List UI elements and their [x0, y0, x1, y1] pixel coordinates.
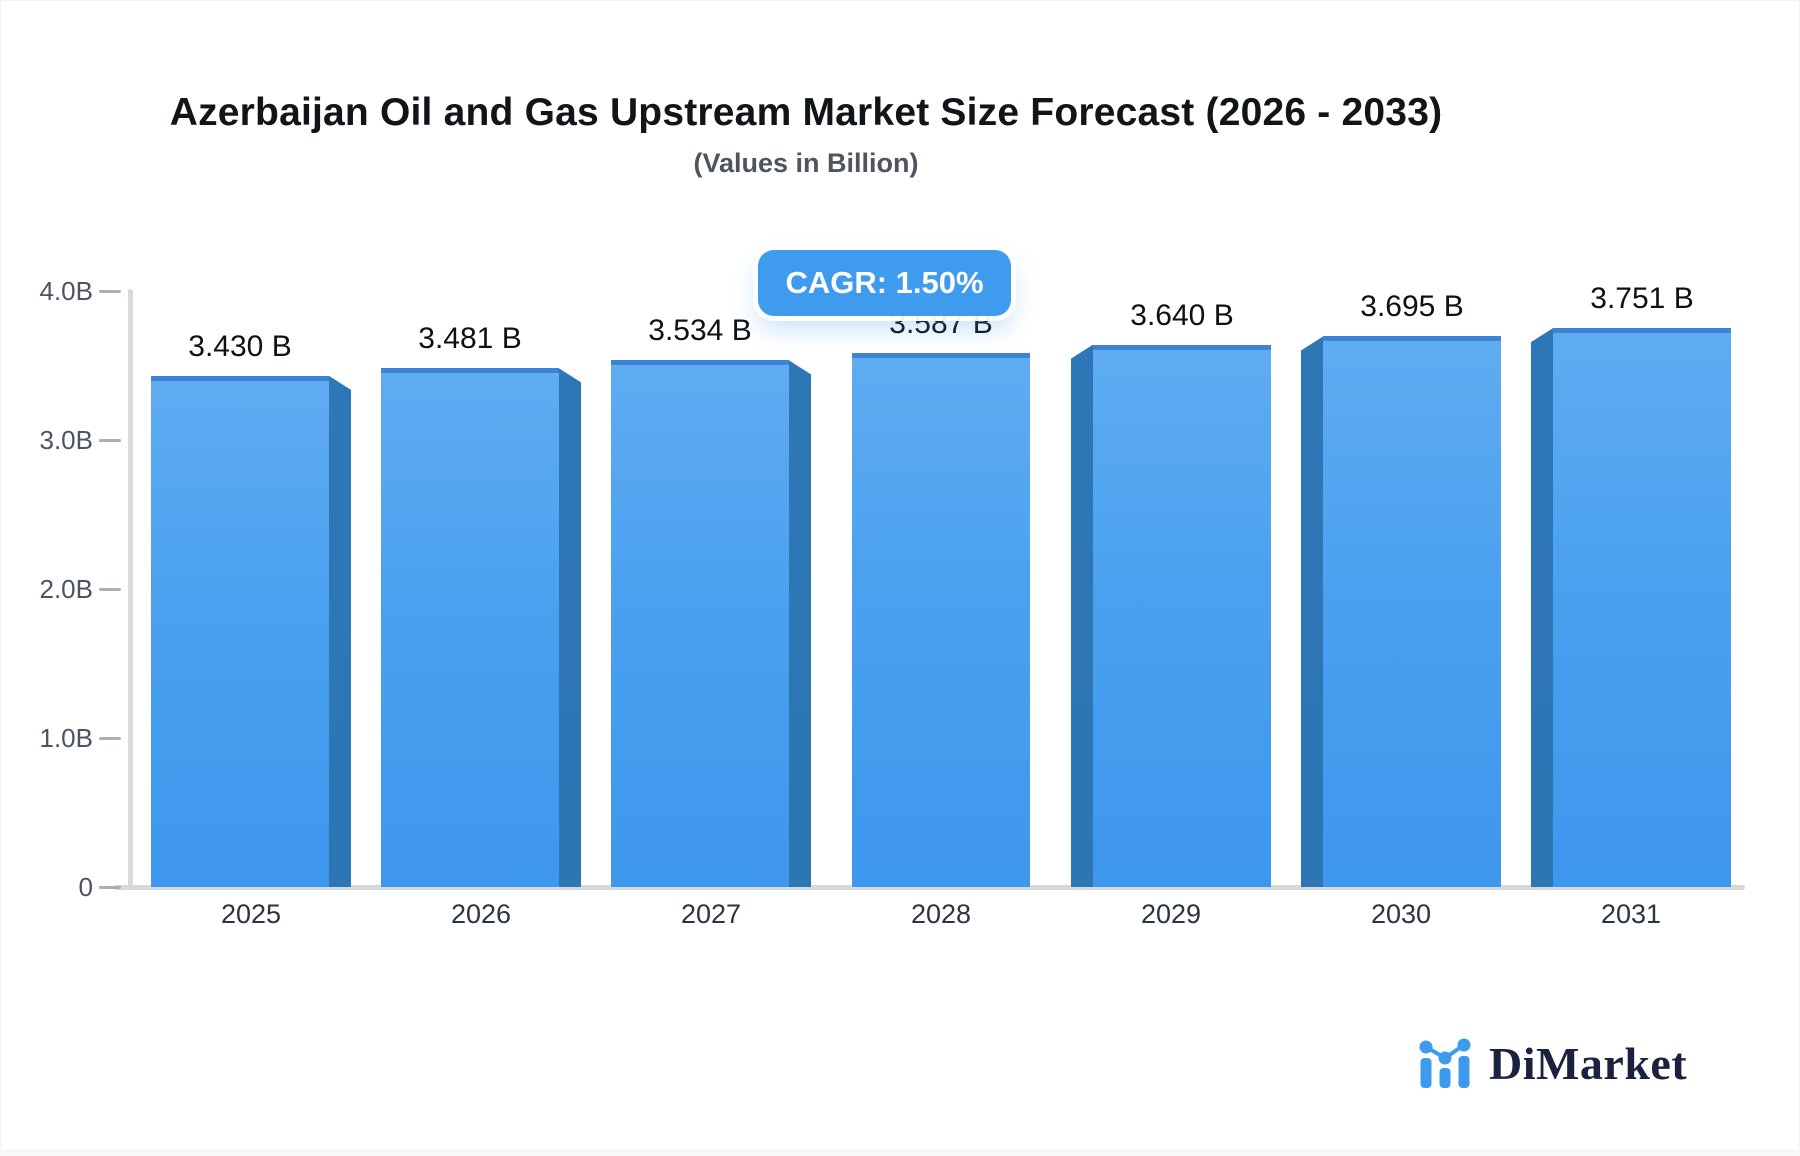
- brand-watermark: DiMarket: [1413, 1031, 1687, 1095]
- bar-value-label: 3.695 B: [1360, 290, 1464, 324]
- bar-value-label: 3.430 B: [188, 329, 292, 363]
- y-axis-tick-label: 3.0B: [39, 425, 94, 455]
- bar-value-label: 3.640 B: [1130, 298, 1234, 332]
- x-axis-label: 2027: [680, 899, 742, 929]
- y-axis-tick-label: 4.0B: [39, 276, 94, 306]
- cagr-badge: CAGR: 1.50%: [758, 250, 1011, 316]
- x-axis-line: [113, 885, 1745, 890]
- bar-side: [1301, 336, 1323, 887]
- x-axis-label: 2029: [1140, 899, 1202, 929]
- bar-side: [1531, 328, 1553, 887]
- y-axis-tick-label: 0: [78, 872, 93, 902]
- y-axis-tick: [99, 290, 121, 293]
- y-axis-line: [128, 289, 133, 889]
- bar[interactable]: [1093, 344, 1271, 887]
- bar[interactable]: [611, 360, 789, 887]
- bar-value-label: 3.481 B: [418, 322, 522, 356]
- y-axis-tick-label: 1.0B: [39, 723, 94, 753]
- y-axis-tick-label: 2.0B: [39, 574, 94, 604]
- chart-title: Azerbaijan Oil and Gas Upstream Market S…: [169, 91, 1443, 134]
- x-axis-label: 2028: [910, 899, 972, 929]
- bar[interactable]: [381, 368, 559, 887]
- bar-value-label: 3.751 B: [1590, 282, 1694, 316]
- bar[interactable]: [1323, 336, 1501, 887]
- y-axis-tick: [99, 588, 121, 591]
- brand-name: DiMarket: [1489, 1037, 1688, 1089]
- bar-side: [329, 375, 351, 887]
- y-axis-tick: [99, 886, 121, 889]
- chart-subtitle: (Values in Billion): [693, 148, 919, 178]
- x-axis-label: 2030: [1370, 899, 1432, 929]
- bar[interactable]: [852, 352, 1030, 887]
- bar-side: [789, 360, 811, 887]
- bar-value-label: 3.534 B: [648, 314, 752, 348]
- bar[interactable]: [151, 375, 329, 887]
- x-axis-label: 2025: [220, 899, 282, 929]
- x-axis-label: 2031: [1600, 899, 1662, 929]
- bar-side: [559, 368, 581, 887]
- bar[interactable]: [1553, 328, 1731, 887]
- bar-line-chart-icon: [1419, 1038, 1471, 1088]
- y-axis-tick: [99, 439, 121, 442]
- bar-side: [1071, 344, 1093, 887]
- x-axis-label: 2026: [450, 899, 512, 929]
- y-axis-tick: [99, 737, 121, 740]
